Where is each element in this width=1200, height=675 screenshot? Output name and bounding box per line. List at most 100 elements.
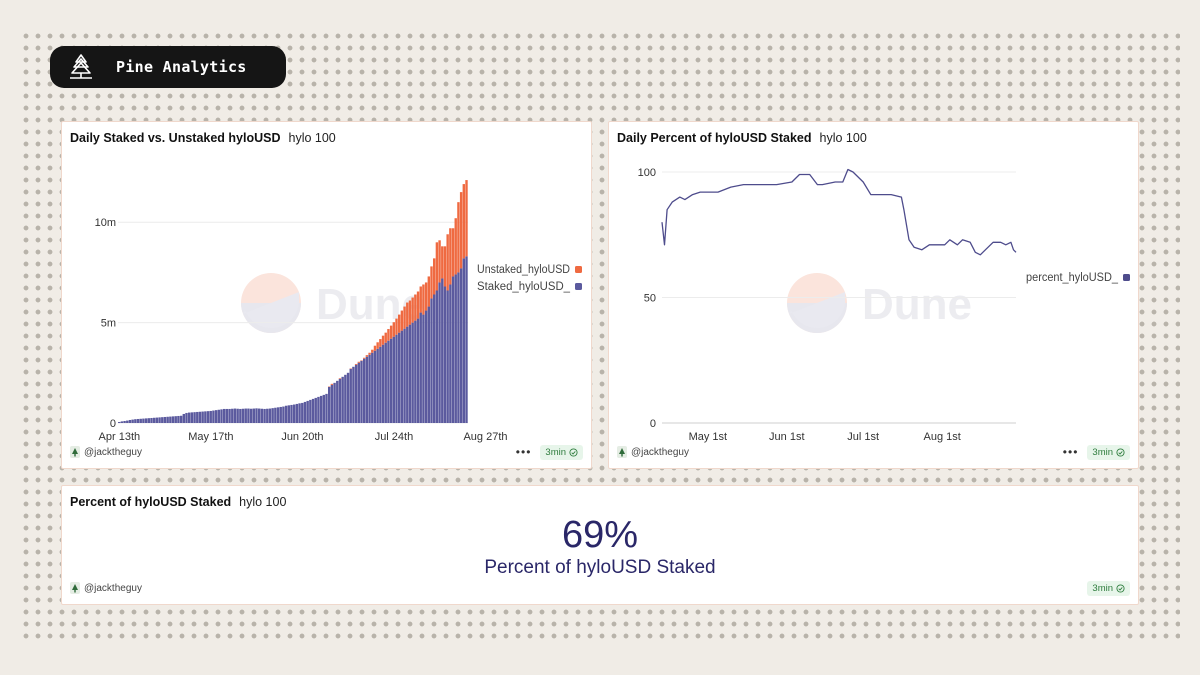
author-name[interactable]: @jacktheguy [631, 446, 689, 458]
refresh-interval: 3min [1092, 582, 1113, 594]
bar-staked [349, 368, 352, 423]
y-tick-label: 10m [95, 217, 116, 229]
bar-unstaked [441, 246, 444, 279]
bar-unstaked [411, 297, 414, 323]
bar-staked [341, 376, 344, 423]
bar-staked [322, 394, 326, 423]
author-name[interactable]: @jacktheguy [84, 446, 142, 458]
bar-staked [333, 382, 336, 423]
bar-staked [419, 312, 422, 423]
author-name[interactable]: @jacktheguy [84, 582, 142, 594]
bar-staked [371, 352, 374, 423]
legend-label: Unstaked_hyloUSD [477, 264, 570, 276]
bar-staked [400, 330, 404, 423]
counter-value: 69% [561, 514, 639, 556]
bar-staked [411, 322, 414, 423]
bar-unstaked [395, 318, 398, 335]
bar-staked [249, 408, 253, 423]
bar-unstaked [371, 349, 374, 353]
legend-swatch [1123, 274, 1130, 281]
bar-unstaked [462, 184, 466, 259]
bar-staked [446, 290, 449, 423]
panel-footer: @jacktheguy 3min [70, 580, 1130, 596]
bar-staked [328, 386, 331, 423]
legend-label: percent_hyloUSD_ [1026, 272, 1119, 284]
bar-staked [443, 286, 447, 423]
bar-staked [395, 334, 398, 423]
bar-staked [220, 409, 223, 423]
bar-staked [276, 407, 280, 423]
bar-staked [303, 401, 307, 423]
bar-staked [309, 399, 312, 423]
bar-staked [120, 421, 124, 423]
bar-staked [134, 419, 137, 423]
x-tick-label: May 17th [188, 431, 233, 443]
x-tick-label: Jun 1st [769, 431, 804, 443]
bar-staked [252, 408, 256, 423]
bar-staked [153, 417, 156, 423]
bar-unstaked [438, 240, 441, 283]
author-avatar-icon [70, 446, 80, 458]
bar-staked [185, 412, 188, 423]
bar-staked [255, 408, 258, 423]
bar-unstaked [392, 322, 396, 337]
bar-staked [298, 403, 301, 423]
bar-unstaked [422, 284, 425, 315]
panel-title: Percent of hyloUSD Staked hylo 100 [70, 495, 286, 509]
x-tick-label: Aug 27th [463, 431, 507, 443]
query-name: hylo 100 [819, 131, 867, 145]
bar-staked [155, 417, 159, 423]
bar-staked [317, 396, 320, 423]
bar-staked [147, 418, 151, 423]
pine-tree-icon [70, 54, 92, 79]
bar-unstaked [406, 302, 409, 327]
y-tick-label: 100 [638, 167, 656, 179]
bar-staked [196, 411, 199, 423]
x-tick-label: Jun 20th [281, 431, 323, 443]
bar-unstaked [354, 363, 358, 365]
bar-staked [244, 408, 247, 423]
bar-unstaked [379, 339, 382, 347]
bar-staked [330, 384, 334, 423]
brand-name: Pine Analytics [116, 58, 247, 76]
bar-staked [403, 328, 406, 423]
bar-staked [381, 344, 385, 423]
bar-unstaked [457, 202, 460, 273]
bar-staked [209, 410, 212, 423]
bar-staked [336, 380, 339, 423]
bar-staked [177, 415, 180, 423]
bar-staked [319, 395, 323, 423]
panel-footer: @jacktheguy ••• 3min [617, 444, 1130, 460]
bar-staked [459, 268, 463, 423]
bar-unstaked [365, 355, 369, 357]
bar-staked [188, 412, 191, 423]
bar-staked [427, 306, 431, 423]
bar-staked [408, 324, 412, 423]
bar-staked [263, 408, 266, 423]
more-options-icon[interactable]: ••• [515, 445, 532, 459]
y-tick-label: 50 [644, 293, 656, 305]
bar-staked [190, 412, 194, 423]
bar-unstaked [451, 228, 455, 277]
bar-staked [241, 408, 245, 423]
bar-staked [295, 403, 299, 423]
bar-staked [430, 298, 433, 423]
bar-staked [225, 408, 229, 423]
chart-title: Daily Percent of hyloUSD Staked [617, 131, 812, 145]
more-options-icon[interactable]: ••• [1062, 445, 1079, 459]
refresh-badge: 3min [1087, 444, 1130, 460]
bar-staked [379, 346, 382, 423]
bar-unstaked [443, 246, 447, 287]
panel-staked-vs-unstaked: Daily Staked vs. Unstaked hyloUSD hylo 10… [61, 121, 592, 469]
bar-staked [201, 411, 204, 423]
bar-staked [231, 408, 234, 423]
bar-staked [136, 418, 140, 423]
bar-unstaked [338, 378, 342, 379]
bar-staked [290, 404, 293, 423]
bar-staked [223, 408, 226, 423]
bar-staked [344, 374, 347, 423]
bar-staked [422, 314, 425, 423]
bar-staked [311, 398, 315, 423]
panel-title: Daily Percent of hyloUSD Staked hylo 100 [617, 131, 867, 145]
